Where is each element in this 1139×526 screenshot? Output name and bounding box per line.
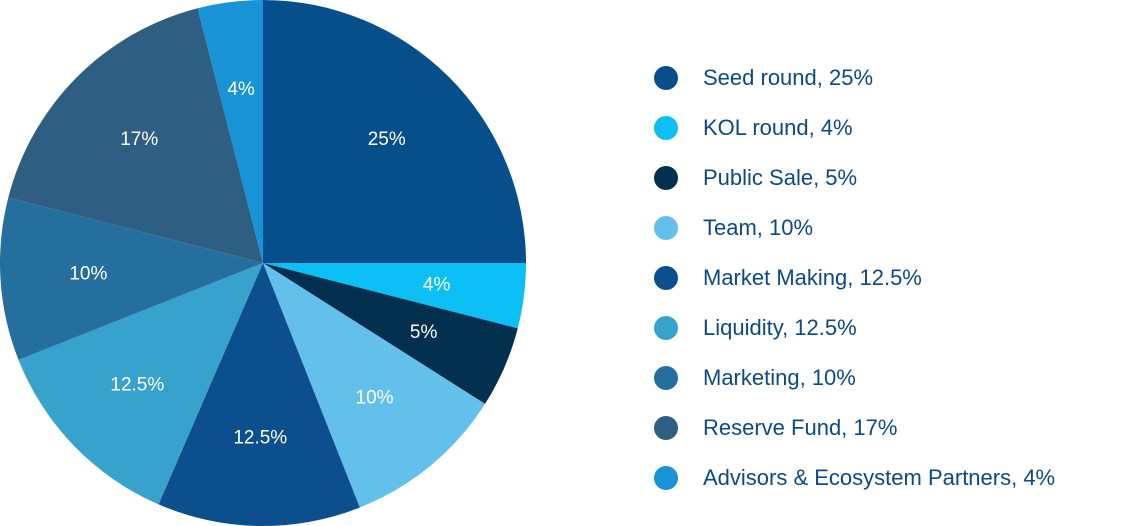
pie-slices — [0, 0, 526, 526]
legend-item: Reserve Fund, 17% — [654, 403, 1055, 453]
pie-slice-6 — [0, 197, 263, 360]
legend-label: Marketing, 10% — [703, 365, 856, 390]
pie-slice-label-4: 12.5% — [233, 427, 287, 448]
legend-swatch — [654, 466, 678, 490]
pie-slice-3 — [263, 263, 486, 508]
pie-slice-label-2: 5% — [410, 322, 438, 343]
pie-slice-7 — [8, 8, 264, 264]
legend-swatch — [654, 66, 678, 90]
pie-slice-label-8: 4% — [227, 79, 255, 100]
pie-slice-label-3: 10% — [356, 387, 394, 408]
legend-swatch — [654, 266, 678, 290]
pie-slice-label-6: 10% — [69, 263, 107, 284]
legend-item: Market Making, 12.5% — [654, 253, 1055, 303]
pie-slice-2 — [263, 263, 518, 404]
pie-slice-5 — [18, 263, 263, 505]
pie-slice-label-5: 12.5% — [110, 374, 164, 395]
legend-item: Advisors & Ecosystem Partners, 4% — [654, 453, 1055, 503]
pie-slice-labels: 25% 4% 5% 10% 12.5% 12.5% 10% 17% 4% — [69, 79, 450, 449]
pie-slice-1 — [263, 263, 526, 329]
legend-item: Seed round, 25% — [654, 53, 1055, 103]
legend-label: Advisors & Ecosystem Partners, 4% — [703, 465, 1056, 490]
pie-slice-label-1: 4% — [423, 274, 451, 295]
legend-label: KOL round, 4% — [703, 115, 853, 140]
legend-label: Team, 10% — [703, 215, 814, 240]
legend-label: Reserve Fund, 17% — [703, 415, 898, 440]
legend-swatch — [654, 316, 678, 340]
legend-label: Liquidity, 12.5% — [703, 315, 857, 340]
pie-plot-area: 25% 4% 5% 10% 12.5% 12.5% 10% 17% 4% — [0, 0, 526, 526]
legend-item: Liquidity, 12.5% — [654, 303, 1055, 353]
legend-item: Marketing, 10% — [654, 353, 1055, 403]
legend-swatch — [654, 416, 678, 440]
pie-slice-0 — [263, 0, 526, 263]
legend-swatch — [654, 116, 678, 140]
legend-item: KOL round, 4% — [654, 103, 1055, 153]
pie-slice-4 — [158, 263, 360, 526]
legend-label: Public Sale, 5% — [703, 165, 858, 190]
legend-swatch — [654, 366, 678, 390]
legend-item: Public Sale, 5% — [654, 153, 1055, 203]
pie-slice-8 — [197, 0, 263, 263]
legend-label: Market Making, 12.5% — [703, 265, 922, 290]
pie-slice-label-7: 17% — [120, 129, 158, 150]
legend-label: Seed round, 25% — [703, 65, 874, 90]
legend-swatch — [654, 216, 678, 240]
legend: Seed round, 25% KOL round, 4% Public Sale,… — [654, 53, 1055, 503]
pie-slice-label-0: 25% — [368, 129, 406, 150]
legend-swatch — [654, 166, 678, 190]
legend-item: Team, 10% — [654, 203, 1055, 253]
